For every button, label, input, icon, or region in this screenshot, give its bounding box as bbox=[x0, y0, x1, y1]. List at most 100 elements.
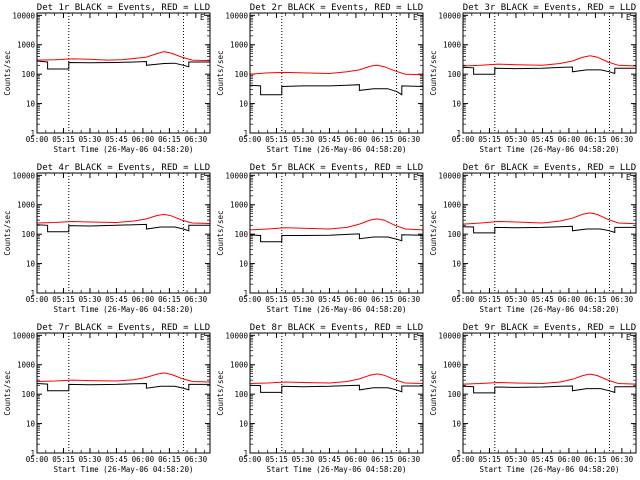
x-tick-label: 05:00 bbox=[239, 135, 262, 144]
y-tick-label: 1 bbox=[456, 289, 461, 298]
y-tick-label: 1 bbox=[243, 129, 248, 138]
panel-title: Det 4r BLACK = Events, RED = LLD bbox=[37, 163, 210, 173]
x-tick-label: 05:15 bbox=[478, 455, 501, 464]
plot-frame bbox=[36, 172, 211, 294]
y-axis-label: Counts/sec bbox=[216, 210, 225, 255]
x-tick-label: 06:00 bbox=[558, 295, 581, 304]
panel-title: Det 3r BLACK = Events, RED = LLD bbox=[463, 3, 636, 13]
x-tick-label: 05:15 bbox=[52, 135, 75, 144]
x-tick-label: 05:45 bbox=[318, 455, 341, 464]
x-tick-label: 06:00 bbox=[345, 135, 368, 144]
x-tick-label: 06:15 bbox=[371, 455, 394, 464]
x-tick-label: 06:15 bbox=[158, 455, 181, 464]
plot-frame bbox=[462, 172, 637, 294]
panel-title: Det 2r BLACK = Events, RED = LLD bbox=[250, 3, 423, 13]
y-tick-label: 10000 bbox=[438, 11, 461, 20]
y-axis-label: Counts/sec bbox=[3, 370, 12, 415]
lld-series-line bbox=[249, 373, 424, 384]
y-tick-label: 100 bbox=[234, 230, 248, 239]
x-axis-label: Start Time (26-May-06 04:58:20) bbox=[480, 465, 620, 474]
events-series-line bbox=[36, 60, 210, 70]
x-tick-label: 05:30 bbox=[505, 455, 528, 464]
x-tick-label: 05:15 bbox=[478, 295, 501, 304]
panel-title: Det 7r BLACK = Events, RED = LLD bbox=[37, 323, 210, 333]
x-tick-label: 05:00 bbox=[26, 135, 49, 144]
y-axis-label: Counts/sec bbox=[216, 50, 225, 95]
plot-frame bbox=[36, 332, 211, 454]
corner-marker: E bbox=[200, 333, 205, 342]
x-tick-label: 05:30 bbox=[79, 135, 102, 144]
y-tick-label: 10 bbox=[239, 260, 249, 269]
y-tick-label: 10 bbox=[452, 100, 462, 109]
y-tick-label: 100 bbox=[447, 230, 461, 239]
x-tick-label: 06:00 bbox=[345, 455, 368, 464]
y-tick-label: 10000 bbox=[12, 11, 35, 20]
y-tick-label: 1 bbox=[243, 449, 248, 458]
y-tick-label: 1000 bbox=[230, 361, 249, 370]
corner-marker: E bbox=[413, 13, 418, 22]
y-axis-label: Counts/sec bbox=[429, 50, 438, 95]
y-tick-label: 1000 bbox=[17, 201, 36, 210]
x-tick-label: 06:00 bbox=[558, 135, 581, 144]
y-tick-label: 10000 bbox=[438, 171, 461, 180]
y-tick-label: 1000 bbox=[230, 201, 249, 210]
panel-title: Det 1r BLACK = Events, RED = LLD bbox=[37, 3, 210, 13]
corner-marker: E bbox=[413, 333, 418, 342]
y-tick-label: 1 bbox=[456, 449, 461, 458]
x-tick-label: 05:30 bbox=[79, 295, 102, 304]
y-tick-label: 100 bbox=[234, 390, 248, 399]
y-tick-label: 10 bbox=[452, 420, 462, 429]
y-tick-label: 10 bbox=[239, 420, 249, 429]
corner-marker: E bbox=[626, 173, 631, 182]
y-tick-label: 10 bbox=[452, 260, 462, 269]
x-tick-label: 05:45 bbox=[531, 455, 554, 464]
x-tick-label: 05:45 bbox=[105, 295, 128, 304]
x-tick-label: 06:30 bbox=[185, 295, 208, 304]
x-axis-label: Start Time (26-May-06 04:58:20) bbox=[54, 305, 194, 314]
x-tick-label: 06:30 bbox=[611, 295, 634, 304]
y-tick-label: 1000 bbox=[17, 41, 36, 50]
y-tick-label: 1000 bbox=[443, 41, 462, 50]
y-tick-label: 10000 bbox=[225, 331, 248, 340]
y-axis-label: Counts/sec bbox=[3, 50, 12, 95]
y-tick-label: 1000 bbox=[230, 41, 249, 50]
x-tick-label: 05:30 bbox=[505, 295, 528, 304]
events-series-line bbox=[36, 223, 210, 233]
x-tick-label: 05:15 bbox=[265, 135, 288, 144]
x-tick-label: 06:30 bbox=[611, 455, 634, 464]
x-tick-label: 05:30 bbox=[292, 455, 315, 464]
y-tick-label: 10 bbox=[26, 420, 36, 429]
x-tick-label: 06:30 bbox=[185, 455, 208, 464]
x-tick-label: 06:15 bbox=[371, 295, 394, 304]
y-tick-label: 100 bbox=[234, 70, 248, 79]
x-tick-label: 06:15 bbox=[158, 135, 181, 144]
x-tick-label: 05:30 bbox=[292, 295, 315, 304]
x-axis-label: Start Time (26-May-06 04:58:20) bbox=[480, 305, 620, 314]
lld-series-line bbox=[462, 212, 637, 225]
x-tick-label: 06:15 bbox=[158, 295, 181, 304]
plot-frame bbox=[462, 12, 637, 134]
x-tick-label: 05:00 bbox=[26, 455, 49, 464]
x-tick-label: 05:45 bbox=[105, 135, 128, 144]
y-axis-label: Counts/sec bbox=[216, 370, 225, 415]
y-axis-label: Counts/sec bbox=[429, 370, 438, 415]
corner-marker: E bbox=[200, 173, 205, 182]
x-axis-label: Start Time (26-May-06 04:58:20) bbox=[267, 145, 407, 154]
panel-title: Det 6r BLACK = Events, RED = LLD bbox=[463, 163, 636, 173]
lld-series-line bbox=[249, 218, 424, 231]
x-tick-label: 06:15 bbox=[584, 135, 607, 144]
x-tick-label: 05:45 bbox=[105, 455, 128, 464]
x-tick-label: 05:15 bbox=[52, 295, 75, 304]
events-series-line bbox=[249, 233, 424, 243]
lld-series-line bbox=[36, 213, 211, 224]
lld-series-line bbox=[462, 55, 637, 67]
x-tick-label: 06:30 bbox=[398, 455, 421, 464]
lld-series-line bbox=[36, 372, 211, 383]
x-tick-label: 05:00 bbox=[239, 455, 262, 464]
